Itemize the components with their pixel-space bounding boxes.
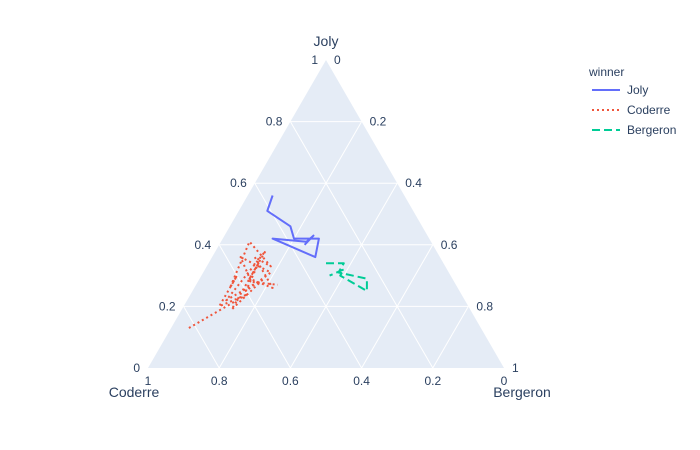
tick-label-coderre: 1: [145, 374, 152, 388]
tick-label-joly: 0.8: [266, 115, 283, 129]
ternary-plot-area: [148, 60, 504, 368]
grid-line-bergeron-0.4: [289, 182, 398, 369]
axis-title-coderre: Coderre: [109, 384, 160, 400]
tick-label-coderre: 0: [501, 374, 508, 388]
ternary-tick-labels: 0 0 0 0.2 0.2 0.2 0.4 0.4 0.4 0.6 0.6 0.6 0.8 0.8 0.8 1…: [133, 53, 519, 388]
grid-line-bergeron-0.8: [432, 306, 469, 369]
series-line-joly[interactable]: [266, 195, 320, 259]
tick-label-joly: 0: [133, 361, 140, 375]
legend-label-joly: Joly: [627, 83, 648, 97]
tick-label-coderre: 0.8: [211, 374, 228, 388]
legend-item-coderre[interactable]: Coderre: [592, 103, 671, 117]
grid-line-coderre-0.8: [183, 306, 220, 369]
axis-title-joly: Joly: [314, 33, 339, 49]
tick-label-bergeron: 0.8: [476, 299, 493, 313]
legend-item-joly[interactable]: Joly: [592, 83, 648, 97]
grid-line-coderre-0.6: [218, 244, 291, 369]
ternary-grid: [183, 121, 469, 369]
grid-line-bergeron-0.6: [361, 244, 434, 369]
tick-label-joly: 0.2: [159, 299, 176, 313]
tick-label-bergeron: 0: [334, 53, 341, 67]
tick-label-bergeron: 0.2: [370, 115, 387, 129]
legend-label-bergeron: Bergeron: [627, 123, 676, 137]
tick-label-coderre: 0.4: [353, 374, 370, 388]
tick-label-joly: 1: [311, 53, 318, 67]
legend-label-coderre: Coderre: [627, 103, 671, 117]
tick-label-bergeron: 0.4: [405, 176, 422, 190]
legend-item-bergeron[interactable]: Bergeron: [592, 123, 676, 137]
axis-title-bergeron: Bergeron: [493, 384, 551, 400]
tick-label-coderre: 0.2: [424, 374, 441, 388]
tick-label-joly: 0.6: [230, 176, 247, 190]
tick-label-coderre: 0.6: [282, 374, 299, 388]
tick-label-bergeron: 0.6: [441, 238, 458, 252]
series-line-coderre[interactable]: [188, 240, 279, 329]
tick-label-bergeron: 1: [512, 361, 519, 375]
ternary-traces: [188, 195, 368, 329]
legend: winner Joly Coderre Bergeron: [588, 65, 676, 137]
tick-label-joly: 0.4: [195, 238, 212, 252]
legend-title: winner: [588, 65, 624, 79]
